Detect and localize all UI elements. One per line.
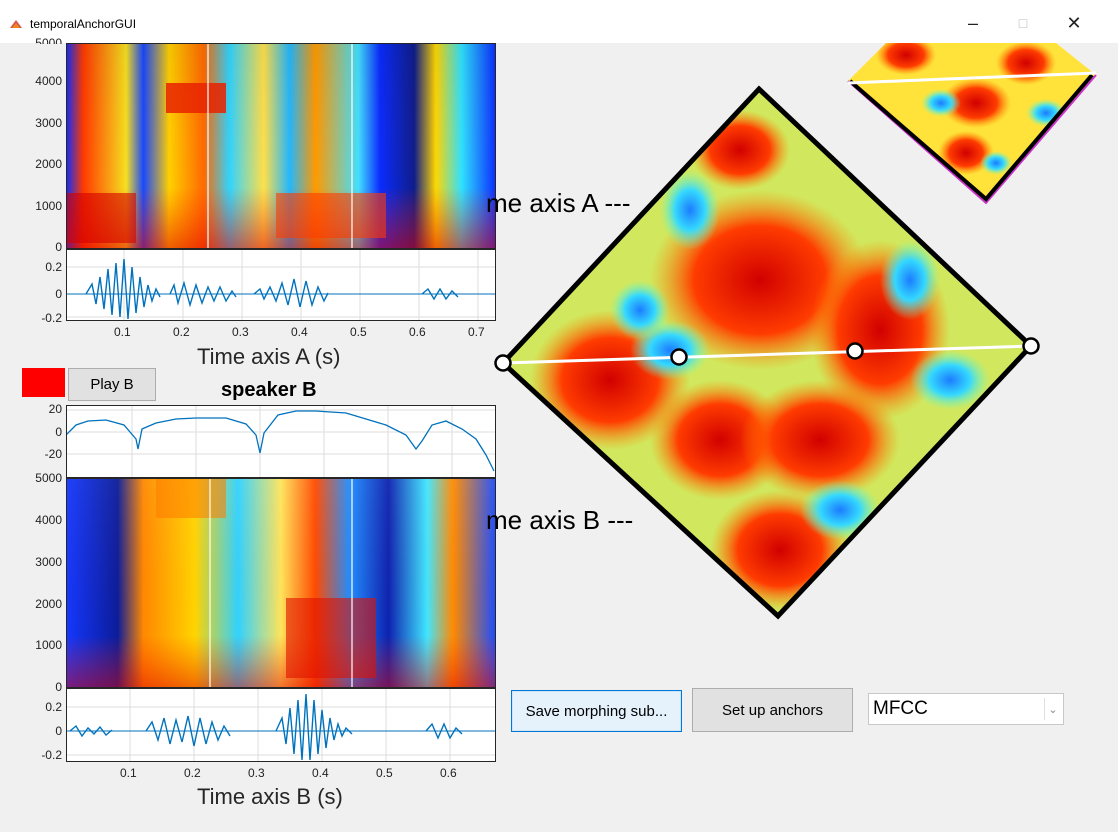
- spectrogram-a-ytick: 4000: [35, 74, 62, 88]
- waveform-a-xtick: 0.7: [468, 325, 485, 339]
- play-b-button[interactable]: Play B: [68, 368, 156, 401]
- minimize-button[interactable]: –: [967, 12, 978, 33]
- waveform-b-xtick: 0.3: [248, 766, 265, 780]
- pitch-contour-b[interactable]: [66, 405, 496, 478]
- anchor-handle[interactable]: [494, 354, 512, 372]
- close-button[interactable]: ✕: [1066, 12, 1082, 33]
- spectrogram-a-ytick: 5000: [35, 36, 62, 44]
- waveform-b-ytick: 0: [55, 724, 62, 738]
- waveform-b-xtick: 0.6: [440, 766, 457, 780]
- waveform-a-xtick: 0.2: [173, 325, 190, 339]
- anchor-handle[interactable]: [670, 348, 688, 366]
- spectrogram-b-ytick: 0: [55, 680, 62, 694]
- window-title: temporalAnchorGUI: [30, 17, 137, 31]
- pitch-b-ytick: 0: [55, 425, 62, 439]
- spectrogram-a[interactable]: [66, 43, 496, 249]
- chevron-down-icon[interactable]: ⌄: [1044, 698, 1061, 720]
- waveform-a-ytick: -0.2: [41, 311, 62, 325]
- waveform-b-ytick: 0.2: [45, 700, 62, 714]
- waveform-a-ytick: 0.2: [45, 260, 62, 274]
- waveform-a-xtick: 0.4: [291, 325, 308, 339]
- spectrogram-a-ytick: 1000: [35, 199, 62, 213]
- waveform-a-ytick: 0: [55, 287, 62, 301]
- pitch-b-ytick: -20: [44, 447, 62, 461]
- spectrogram-b-ytick: 5000: [35, 471, 62, 485]
- anchor-handle[interactable]: [846, 342, 864, 360]
- waveform-b-xtick: 0.2: [184, 766, 201, 780]
- maximize-button[interactable]: □: [1018, 15, 1028, 31]
- distance-matrix-label-b: me axis B ---: [486, 505, 634, 535]
- pitch-b-ytick: 20: [48, 402, 62, 416]
- title-bar: temporalAnchorGUI – □ ✕: [0, 0, 1118, 43]
- save-morphing-button[interactable]: Save morphing sub...: [511, 690, 682, 732]
- waveform-b-xtick: 0.4: [312, 766, 329, 780]
- time-axis-b-label: Time axis B (s): [197, 784, 343, 809]
- distance-matrix-thumbnail: [847, 43, 1097, 205]
- distance-matrix[interactable]: [490, 80, 1050, 625]
- spectrogram-a-ytick: 0: [55, 240, 62, 254]
- waveform-a[interactable]: [66, 249, 496, 321]
- matlab-app-icon: [9, 17, 23, 31]
- waveform-a-xtick: 0.1: [114, 325, 131, 339]
- spectrogram-b-ytick: 4000: [35, 513, 62, 527]
- waveform-b-xtick: 0.1: [120, 766, 137, 780]
- waveform-a-xtick: 0.3: [232, 325, 249, 339]
- distance-matrix-label-a: me axis A ---: [486, 188, 631, 218]
- time-axis-a-label: Time axis A (s): [197, 344, 341, 369]
- spectrogram-b-ytick: 3000: [35, 555, 62, 569]
- waveform-a-xtick: 0.6: [409, 325, 426, 339]
- spectrogram-a-ytick: 2000: [35, 157, 62, 171]
- speaker-b-title: speaker B: [221, 379, 317, 401]
- waveform-b[interactable]: [66, 688, 496, 762]
- anchor-handle[interactable]: [1022, 337, 1040, 355]
- spectrogram-b[interactable]: [66, 478, 496, 688]
- waveform-b-xtick: 0.5: [376, 766, 393, 780]
- spectrogram-b-ytick: 2000: [35, 597, 62, 611]
- spectrogram-b-ytick: 1000: [35, 638, 62, 652]
- speaker-b-indicator: [22, 368, 65, 397]
- waveform-a-xtick: 0.5: [350, 325, 367, 339]
- feature-select-value: MFCC: [873, 698, 928, 719]
- waveform-b-ytick: -0.2: [41, 748, 62, 762]
- set-up-anchors-button[interactable]: Set up anchors: [692, 688, 853, 732]
- spectrogram-a-ytick: 3000: [35, 116, 62, 130]
- feature-select[interactable]: MFCC ⌄: [868, 693, 1064, 725]
